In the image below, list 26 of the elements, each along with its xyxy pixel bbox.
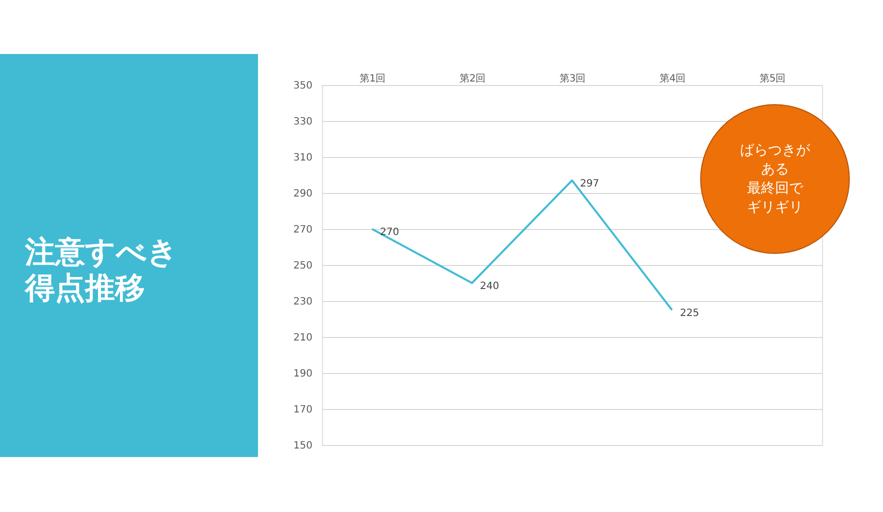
data-label: 225 (680, 308, 700, 319)
y-tick-label: 290 (293, 188, 312, 200)
y-tick-label: 330 (293, 116, 312, 128)
annotation: 最終回で (747, 180, 804, 196)
y-tick-label: 190 (293, 368, 312, 380)
x-tick-label: 第1回 (359, 72, 386, 84)
data-label: 270 (380, 227, 400, 238)
x-tick-label: 第2回 (459, 72, 486, 84)
annotation: ある (761, 162, 789, 178)
y-tick-label: 250 (293, 260, 312, 272)
data-label: 240 (480, 281, 500, 292)
y-tick-label: 270 (293, 224, 312, 236)
y-tick-label: 230 (293, 296, 312, 308)
y-tick-label: 170 (293, 404, 312, 416)
data-label: 297 (580, 178, 600, 190)
y-tick-label: 210 (293, 332, 312, 344)
text: 注意すべき得点推移 (24, 235, 178, 306)
x-tick-label: 第3回 (559, 72, 586, 84)
line-series (371, 179, 673, 311)
y-tick-label: 350 (293, 80, 312, 92)
annotation: ギリギリ (747, 200, 803, 216)
x-tick-label: 第5回 (759, 72, 786, 84)
annotation: ばらつきが (740, 142, 811, 158)
x-tick-label: 第4回 (659, 72, 686, 84)
y-tick-label: 150 (293, 440, 312, 452)
y-tick-label: 310 (293, 152, 312, 164)
